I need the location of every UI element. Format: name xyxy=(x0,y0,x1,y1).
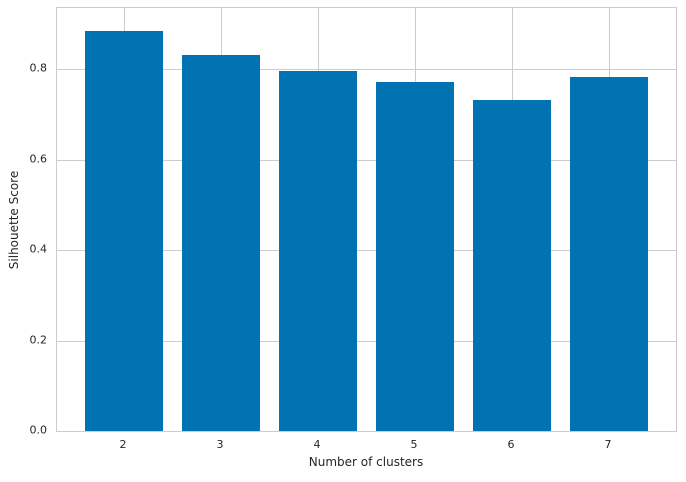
y-tick-label: 0.6 xyxy=(29,152,48,166)
y-tick-label: 0.4 xyxy=(29,242,48,256)
x-tick-label: 2 xyxy=(119,438,127,451)
x-tick-label: 6 xyxy=(507,438,515,451)
h-gridline xyxy=(57,431,676,432)
y-tick-label: 0.2 xyxy=(29,333,48,347)
plot-area xyxy=(56,7,677,432)
bar xyxy=(279,71,357,431)
bar xyxy=(570,76,648,431)
y-tick-label: 0.0 xyxy=(29,423,48,437)
y-tick-label: 0.8 xyxy=(29,61,48,75)
h-gridline xyxy=(57,159,676,161)
y-axis-label: Silhouette Score xyxy=(7,170,21,270)
x-tick-label: 7 xyxy=(604,438,612,451)
x-tick-label: 4 xyxy=(313,438,321,451)
bar xyxy=(376,81,454,431)
x-axis-label: Number of clusters xyxy=(308,455,424,469)
bar xyxy=(473,100,551,431)
bar xyxy=(182,54,260,431)
bar xyxy=(85,30,163,431)
x-tick-label: 3 xyxy=(216,438,224,451)
h-gridline xyxy=(57,250,676,252)
x-tick-label: 5 xyxy=(410,438,418,451)
h-gridline xyxy=(57,340,676,342)
h-gridline xyxy=(57,69,676,71)
